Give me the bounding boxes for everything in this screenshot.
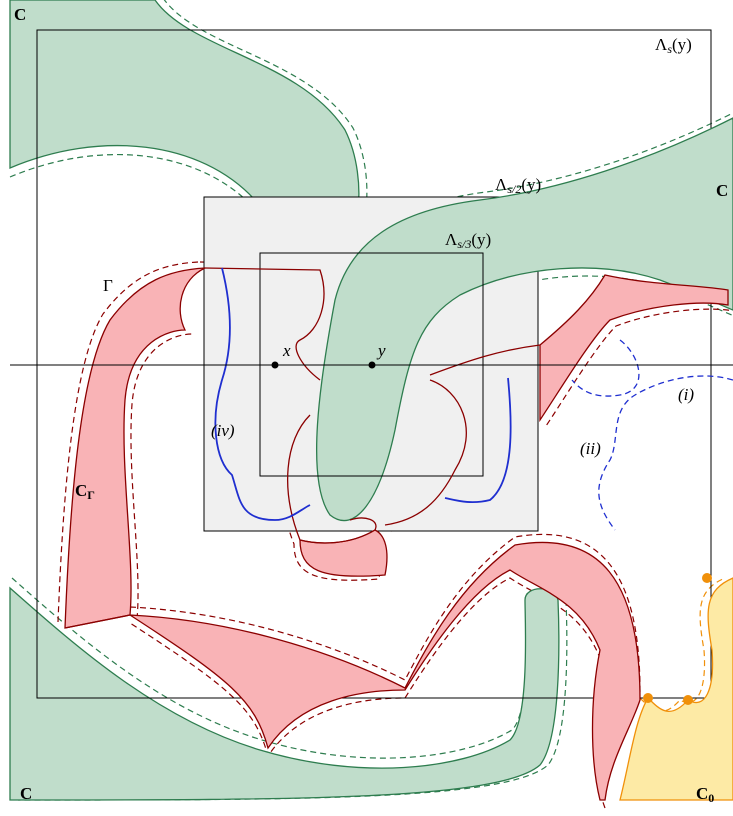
label: C0 bbox=[696, 784, 714, 805]
orange-dot bbox=[643, 693, 653, 703]
blue-curve bbox=[444, 377, 512, 503]
red-region bbox=[539, 274, 729, 423]
blue-curve bbox=[214, 267, 311, 521]
orange-dot bbox=[683, 695, 693, 705]
red-region bbox=[64, 541, 641, 801]
point-x bbox=[271, 361, 279, 369]
label: Λs/2(y) bbox=[495, 175, 541, 196]
label: (i) bbox=[678, 385, 694, 404]
label: (iv) bbox=[211, 421, 235, 440]
red-outline bbox=[204, 267, 325, 381]
label: Γ bbox=[103, 276, 113, 295]
label-part: C bbox=[696, 784, 708, 803]
green-region bbox=[9, 586, 560, 801]
label: C bbox=[716, 181, 728, 200]
red-outline bbox=[384, 379, 467, 526]
label-part: 0 bbox=[708, 791, 714, 805]
label-part: (y) bbox=[521, 175, 541, 194]
label-part: Γ bbox=[87, 488, 95, 502]
label-part: C bbox=[75, 481, 87, 500]
label-part: s bbox=[667, 42, 672, 56]
label: CΓ bbox=[75, 481, 95, 502]
label: Λs(y) bbox=[655, 35, 692, 56]
red-outline bbox=[287, 414, 377, 544]
label-part: Λ bbox=[495, 175, 508, 194]
red-outline bbox=[429, 344, 541, 376]
label: Λs/3(y) bbox=[445, 230, 491, 251]
label: C bbox=[20, 784, 32, 803]
label-part: (y) bbox=[471, 230, 491, 249]
label-part: s/3 bbox=[457, 237, 471, 251]
blue-dashed-curve bbox=[571, 339, 640, 397]
label: C bbox=[14, 5, 26, 24]
label: y bbox=[376, 341, 386, 360]
label-part: s/2 bbox=[507, 182, 521, 196]
point-y bbox=[368, 361, 376, 369]
blue-dashed-curve bbox=[598, 375, 733, 531]
label-part: Λ bbox=[655, 35, 668, 54]
green-region bbox=[315, 117, 733, 522]
label-part: (y) bbox=[672, 35, 692, 54]
label: x bbox=[282, 341, 291, 360]
label: (ii) bbox=[580, 439, 601, 458]
red-region bbox=[299, 529, 388, 577]
orange-dot bbox=[702, 573, 712, 583]
box-lambda-s bbox=[36, 29, 712, 699]
label-part: Λ bbox=[445, 230, 458, 249]
red-region bbox=[64, 267, 206, 629]
